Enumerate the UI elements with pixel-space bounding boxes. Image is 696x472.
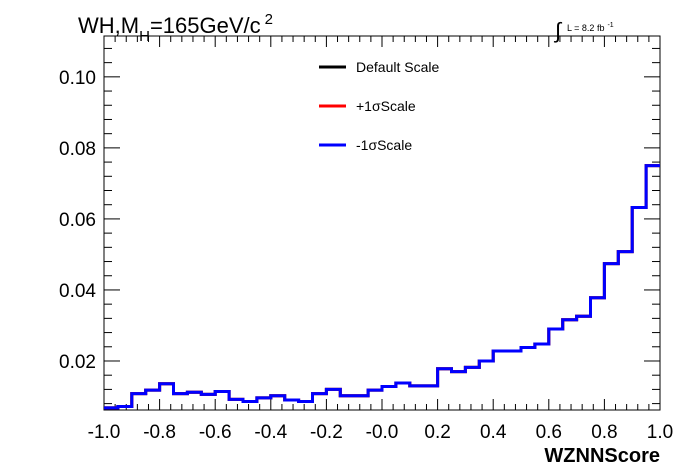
series-line-2: [104, 164, 660, 410]
legend-label-3: -1σScale: [356, 137, 412, 153]
series-group: [104, 164, 660, 410]
chart-title-rest: =165GeV/c: [150, 13, 261, 38]
legend-label-2: +1σScale: [356, 98, 416, 114]
x-tick-label: -0.6: [199, 422, 232, 443]
series-line-1: [104, 164, 660, 410]
plot-frame: [103, 35, 661, 411]
chart-title-main: WH,M: [78, 13, 139, 38]
luminosity-text: L = 8.2 fb: [567, 23, 604, 33]
x-tick-label: 1.0: [647, 422, 673, 443]
x-tick-label: -0.2: [310, 422, 343, 443]
legend: Default Scale +1σScale -1σScale: [319, 59, 439, 153]
x-tick-label: 0.6: [536, 422, 562, 443]
y-tick-label: 0.10: [59, 68, 96, 89]
x-tick-label: 0.2: [424, 422, 450, 443]
y-tick-label: 0.02: [59, 352, 96, 373]
x-tick-label: -0.8: [143, 422, 176, 443]
x-tick-label: -1.0: [88, 422, 121, 443]
x-tick-label: 0.8: [591, 422, 617, 443]
series-line-3: [104, 164, 660, 410]
chart-title: WH,MH=165GeV/c 2: [78, 11, 273, 45]
x-tick-label: 0.4: [480, 422, 507, 443]
luminosity-label: L = 8.2 fb -1: [567, 22, 614, 33]
x-tick-label: -0.0: [366, 422, 399, 443]
x-axis-label: WZNNScore: [544, 445, 660, 467]
legend-label-1: Default Scale: [356, 59, 439, 75]
chart-title-sup: 2: [265, 11, 273, 28]
luminosity-integral-icon: ∫: [553, 18, 563, 43]
y-tick-label: 0.06: [59, 210, 96, 231]
y-tick-label: 0.08: [59, 139, 96, 160]
y-tick-label: 0.04: [59, 281, 96, 302]
axes: -1.0 -0.8 -0.6 -0.4 -0.2 -0.0 0.2 0.4 0.6 0.8 1.0 0…: [59, 36, 673, 443]
luminosity-sup: -1: [607, 22, 613, 29]
x-tick-label: -0.4: [254, 422, 287, 443]
